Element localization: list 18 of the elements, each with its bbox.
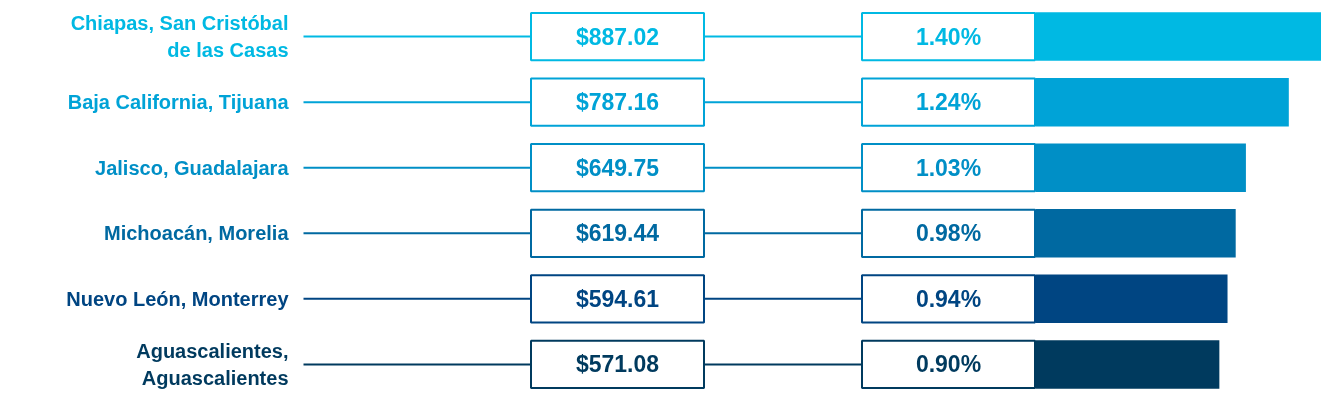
y-tick-label: Michoacán, Morelia [104,222,290,245]
data-label: 1.24% [915,89,982,116]
text: $649.75 [575,154,660,181]
y-tick-label: Jalisco, Guadalajara [95,156,290,179]
text: $787.16 [575,89,660,116]
data-label: 1.40% [915,23,982,50]
text: $887.02 [575,23,660,50]
y-tick-label: Aguascalientes, Aguascalientes [136,339,289,390]
data-label: 1.03% [915,154,982,181]
data-label: 0.98% [915,220,982,247]
text: $619.44 [575,220,660,247]
data-label: 0.94% [915,285,982,312]
y-tick-label: Nuevo León, Monterrey [66,287,290,310]
text: $571.08 [575,351,660,378]
y-tick-label: Baja California, Tijuana [67,91,290,114]
data-label: 0.90% [915,351,982,378]
y-tick-label: Chiapas, San Cristóbal de las Casas [70,11,289,62]
text: $594.61 [575,285,660,312]
